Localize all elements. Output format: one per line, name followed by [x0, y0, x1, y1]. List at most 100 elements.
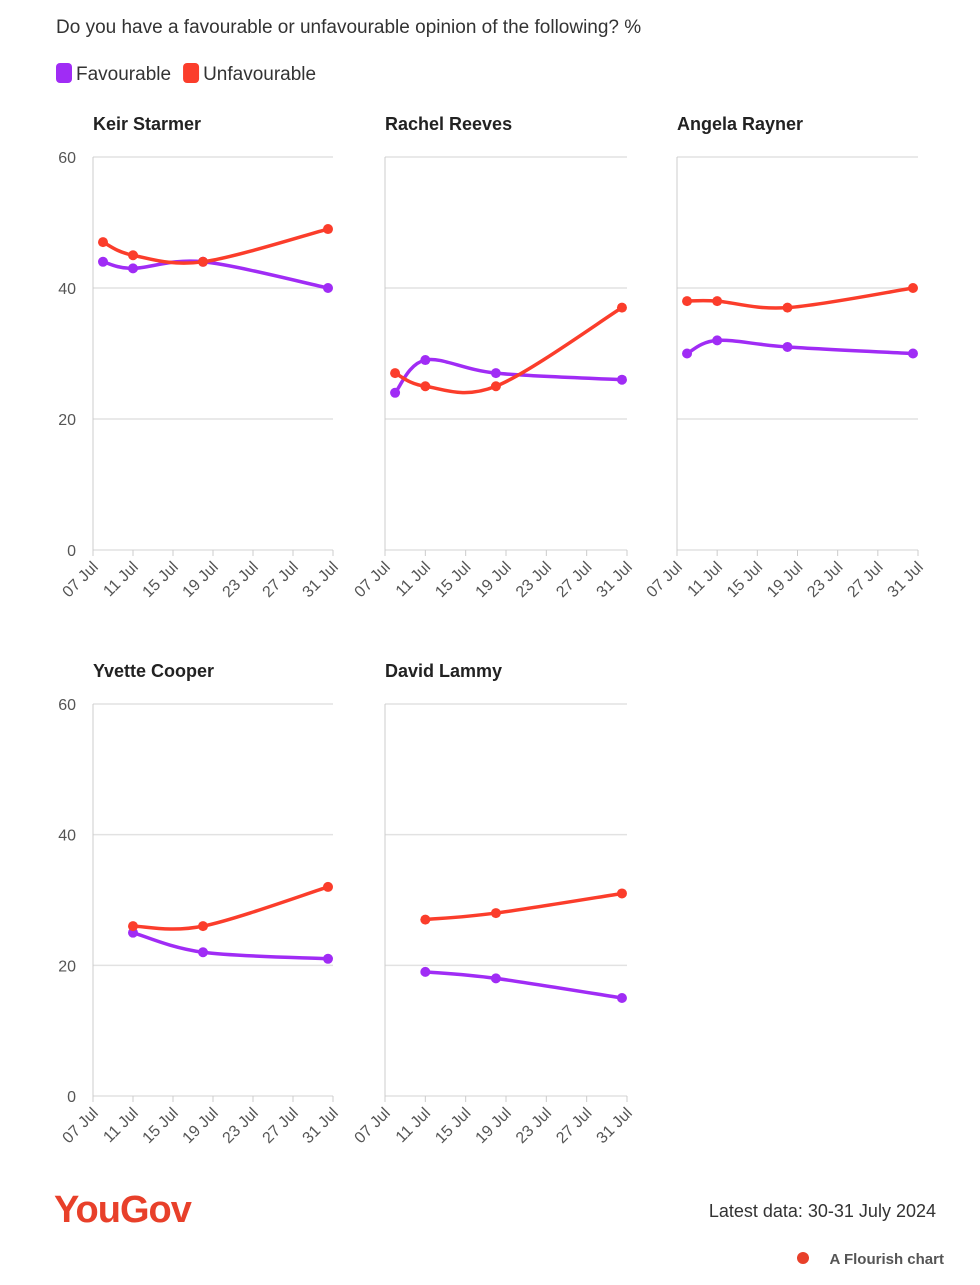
series-line	[393, 305, 624, 395]
series-line	[423, 891, 624, 922]
x-tick-label: 31 Jul	[885, 559, 927, 601]
point	[490, 973, 501, 984]
x-tick-label: 07 Jul	[644, 559, 686, 601]
x-tick-label: 15 Jul	[432, 1105, 474, 1147]
point	[198, 921, 208, 932]
y-tick-label: 60	[58, 150, 76, 167]
panel-title: Yvette Cooper	[93, 661, 214, 681]
x-tick-label: 27 Jul	[844, 559, 886, 601]
y-tick-label: 20	[58, 958, 76, 975]
x-tick-label: 19 Jul	[473, 1105, 515, 1147]
point	[490, 368, 501, 379]
point	[616, 374, 627, 385]
legend-swatch	[56, 63, 72, 83]
x-tick-label: 07 Jul	[60, 1105, 102, 1147]
point	[616, 302, 627, 313]
point	[323, 953, 333, 964]
point	[390, 368, 401, 379]
x-tick-label: 27 Jul	[260, 559, 302, 601]
x-tick-label: 23 Jul	[220, 559, 262, 601]
point	[490, 908, 501, 919]
point	[712, 335, 723, 346]
x-tick-label: 11 Jul	[100, 1105, 141, 1146]
x-tick-label: 15 Jul	[432, 559, 474, 601]
point	[712, 296, 723, 307]
x-tick-label: 31 Jul	[300, 1105, 342, 1147]
y-tick-label: 0	[67, 543, 76, 560]
x-tick-label: 19 Jul	[180, 559, 222, 601]
point	[490, 381, 501, 392]
point	[323, 881, 333, 892]
point	[907, 348, 918, 359]
legend-label: Unfavourable	[203, 64, 316, 85]
point	[682, 296, 693, 307]
x-tick-label: 27 Jul	[553, 559, 595, 601]
point	[682, 348, 693, 359]
point	[128, 250, 138, 261]
point	[616, 993, 627, 1003]
x-tick-label: 27 Jul	[260, 1105, 302, 1147]
legend-swatch	[183, 63, 200, 83]
footnote: Latest data: 30-31 July 2024	[709, 1201, 936, 1221]
point	[323, 283, 333, 293]
x-tick-label: 15 Jul	[140, 559, 182, 601]
point	[198, 256, 208, 267]
credit: A Flourish chart	[830, 1251, 944, 1268]
x-tick-label: 07 Jul	[352, 559, 394, 601]
y-tick-label: 60	[58, 697, 76, 714]
point	[128, 921, 138, 932]
x-tick-label: 11 Jul	[393, 559, 434, 600]
x-tick-label: 23 Jul	[513, 1105, 555, 1147]
legend-label: Favourable	[76, 64, 171, 85]
point	[420, 355, 431, 366]
x-tick-label: 31 Jul	[594, 1105, 636, 1147]
point	[907, 283, 918, 293]
point	[420, 381, 431, 392]
panel-title: Keir Starmer	[93, 114, 201, 134]
credit-icon	[797, 1252, 809, 1264]
x-tick-label: 15 Jul	[140, 1105, 182, 1147]
point	[98, 237, 108, 248]
x-tick-label: 11 Jul	[393, 1105, 434, 1146]
x-tick-label: 07 Jul	[60, 559, 102, 601]
point	[98, 256, 108, 267]
x-tick-label: 23 Jul	[804, 559, 846, 601]
point	[128, 263, 138, 274]
series-line	[131, 930, 330, 961]
x-tick-label: 11 Jul	[100, 559, 141, 600]
x-tick-label: 07 Jul	[352, 1105, 394, 1147]
x-tick-label: 11 Jul	[685, 559, 726, 600]
x-tick-label: 19 Jul	[764, 559, 806, 601]
series-line	[423, 970, 624, 1000]
panel-title: Rachel Reeves	[385, 114, 512, 134]
x-tick-label: 31 Jul	[594, 559, 636, 601]
chart-title: Do you have a favourable or unfavourable…	[56, 17, 641, 38]
point	[782, 302, 793, 313]
point	[420, 966, 431, 977]
point	[323, 224, 333, 235]
x-tick-label: 23 Jul	[513, 559, 555, 601]
x-tick-label: 31 Jul	[300, 559, 342, 601]
point	[390, 387, 401, 398]
logo: YouGov	[54, 1189, 192, 1231]
x-tick-label: 19 Jul	[180, 1105, 222, 1147]
y-tick-label: 0	[67, 1089, 76, 1106]
point	[420, 914, 431, 925]
point	[782, 341, 793, 352]
y-tick-label: 20	[58, 412, 76, 429]
series-line	[101, 227, 330, 265]
panel-title: David Lammy	[385, 661, 502, 681]
point	[198, 947, 208, 958]
series-line	[393, 357, 624, 395]
x-tick-label: 15 Jul	[724, 559, 766, 601]
x-tick-label: 23 Jul	[220, 1105, 262, 1147]
credit-dot	[797, 1252, 809, 1264]
y-tick-label: 40	[58, 281, 76, 298]
panel-title: Angela Rayner	[677, 114, 803, 134]
legend: Favourable Unfavourable	[56, 63, 316, 85]
series-line	[685, 286, 915, 310]
y-tick-label: 40	[58, 828, 76, 845]
series-line	[131, 885, 330, 931]
series-line	[685, 338, 915, 356]
